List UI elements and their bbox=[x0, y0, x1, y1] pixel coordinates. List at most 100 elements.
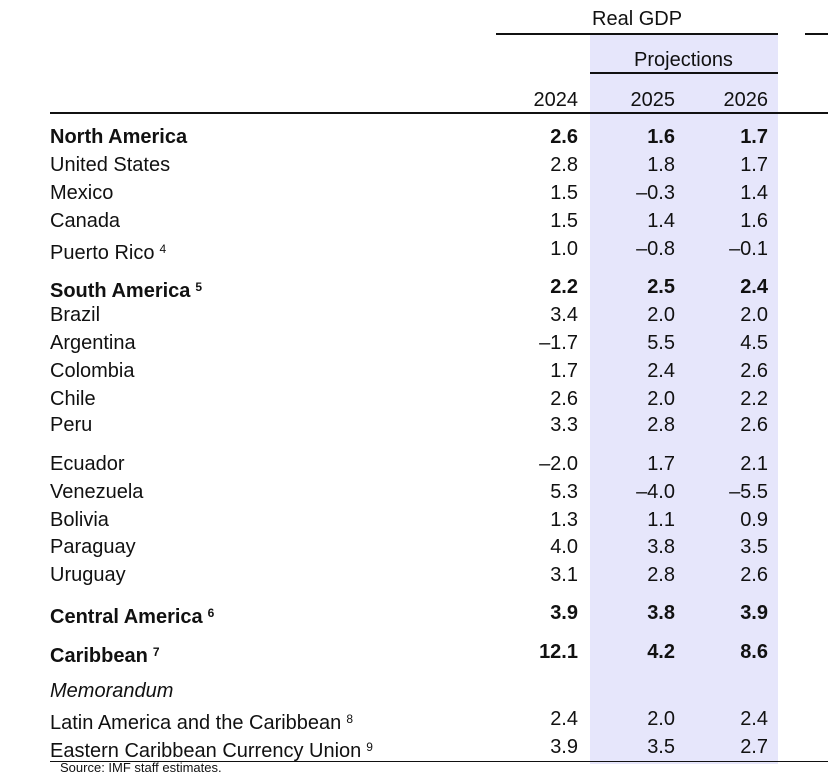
value-2024: 3.1 bbox=[550, 564, 578, 586]
value-2024: 3.4 bbox=[550, 304, 578, 326]
footnote-marker: 7 bbox=[152, 645, 160, 659]
row-label: Canada bbox=[50, 210, 121, 232]
value-2025: 2.0 bbox=[647, 708, 675, 730]
value-2025: 3.8 bbox=[647, 602, 675, 624]
value-2025: 5.5 bbox=[647, 332, 675, 354]
value-2026: –0.1 bbox=[729, 238, 768, 260]
row-label: Central America 6 bbox=[50, 606, 215, 628]
table-row: Argentina –1.7 5.5 4.5 bbox=[0, 329, 828, 357]
table-bottom-rule bbox=[50, 761, 828, 762]
row-label: South America 5 bbox=[50, 280, 203, 302]
table-row: North America 2.6 1.6 1.7 bbox=[0, 123, 828, 151]
value-2026: 0.9 bbox=[740, 509, 768, 531]
value-2026: 2.0 bbox=[740, 304, 768, 326]
value-2026: 2.4 bbox=[740, 276, 768, 298]
projections-header: Projections bbox=[634, 49, 733, 71]
value-2024: 2.6 bbox=[550, 126, 578, 148]
row-label: North America bbox=[50, 126, 188, 148]
value-2024: 2.8 bbox=[550, 154, 578, 176]
value-2024: 1.5 bbox=[550, 182, 578, 204]
row-label: Uruguay bbox=[50, 564, 126, 586]
row-label: Brazil bbox=[50, 304, 101, 326]
table-row: Chile 2.6 2.0 2.2 bbox=[0, 385, 828, 413]
row-label: Memorandum bbox=[50, 680, 174, 702]
table-row: Caribbean 7 12.1 4.2 8.6 bbox=[0, 638, 828, 667]
value-2024: –2.0 bbox=[539, 453, 578, 475]
value-2025: 2.4 bbox=[647, 360, 675, 382]
value-2025: 1.1 bbox=[647, 509, 675, 531]
value-2024: 3.3 bbox=[550, 414, 578, 436]
value-2026: 1.6 bbox=[740, 210, 768, 232]
value-2025: 2.8 bbox=[647, 564, 675, 586]
value-2025: –4.0 bbox=[636, 481, 675, 503]
value-2024: 12.1 bbox=[539, 641, 578, 663]
value-2026: 2.4 bbox=[740, 708, 768, 730]
value-2026: 3.9 bbox=[740, 602, 768, 624]
value-2024: 4.0 bbox=[550, 536, 578, 558]
row-label: Chile bbox=[50, 388, 96, 410]
table-row: Colombia 1.7 2.4 2.6 bbox=[0, 357, 828, 385]
table-row: Paraguay 4.0 3.8 3.5 bbox=[0, 533, 828, 561]
source-note: Source: IMF staff estimates. bbox=[60, 760, 222, 775]
real-gdp-rule bbox=[496, 33, 778, 35]
footnote-marker: 6 bbox=[207, 606, 215, 620]
value-2026: 1.7 bbox=[740, 126, 768, 148]
table-row: Bolivia 1.3 1.1 0.9 bbox=[0, 506, 828, 534]
value-2025: 2.8 bbox=[647, 414, 675, 436]
table-row: Venezuela 5.3 –4.0 –5.5 bbox=[0, 478, 828, 506]
value-2025: 4.2 bbox=[647, 641, 675, 663]
table-row: Uruguay 3.1 2.8 2.6 bbox=[0, 561, 828, 589]
real-gdp-header: Real GDP bbox=[592, 8, 683, 30]
value-2026: –5.5 bbox=[729, 481, 768, 503]
value-2024: 1.5 bbox=[550, 210, 578, 232]
value-2024: 2.2 bbox=[550, 276, 578, 298]
value-2025: 2.0 bbox=[647, 388, 675, 410]
table-row: Eastern Caribbean Currency Union 9 3.9 3.… bbox=[0, 733, 828, 762]
row-label: Puerto Rico 4 bbox=[50, 242, 167, 264]
value-2024: 3.9 bbox=[550, 736, 578, 758]
year-2025-header: 2025 bbox=[630, 89, 676, 111]
value-2025: –0.8 bbox=[636, 238, 675, 260]
table-row: South America 5 2.2 2.5 2.4 bbox=[0, 273, 828, 302]
value-2026: 2.7 bbox=[740, 736, 768, 758]
value-2026: 3.5 bbox=[740, 536, 768, 558]
value-2025: –0.3 bbox=[636, 182, 675, 204]
year-2024-header: 2024 bbox=[533, 89, 579, 111]
value-2025: 2.0 bbox=[647, 304, 675, 326]
row-label: Venezuela bbox=[50, 481, 144, 503]
table-row: Brazil 3.4 2.0 2.0 bbox=[0, 301, 828, 329]
table-row: Latin America and the Caribbean 8 2.4 2.0… bbox=[0, 705, 828, 734]
footnote-marker: 4 bbox=[159, 242, 167, 256]
value-2024: 2.6 bbox=[550, 388, 578, 410]
next-group-rule bbox=[805, 33, 828, 35]
header-bottom-rule bbox=[50, 112, 828, 114]
value-2025: 1.8 bbox=[647, 154, 675, 176]
value-2025: 3.8 bbox=[647, 536, 675, 558]
table-row: Peru 3.3 2.8 2.6 bbox=[0, 411, 828, 439]
row-label: United States bbox=[50, 154, 171, 176]
value-2026: 4.5 bbox=[740, 332, 768, 354]
table-row: United States 2.8 1.8 1.7 bbox=[0, 151, 828, 179]
table-row: Mexico 1.5 –0.3 1.4 bbox=[0, 179, 828, 207]
row-label: Latin America and the Caribbean 8 bbox=[50, 712, 353, 734]
value-2026: 2.2 bbox=[740, 388, 768, 410]
year-2026-header: 2026 bbox=[723, 89, 769, 111]
footnote-marker: 8 bbox=[346, 712, 353, 726]
value-2026: 2.6 bbox=[740, 360, 768, 382]
row-label: Eastern Caribbean Currency Union 9 bbox=[50, 740, 373, 762]
row-label: Peru bbox=[50, 414, 93, 436]
table-row: Central America 6 3.9 3.8 3.9 bbox=[0, 599, 828, 628]
value-2024: 1.3 bbox=[550, 509, 578, 531]
value-2026: 8.6 bbox=[740, 641, 768, 663]
memorandum-heading: Memorandum bbox=[0, 677, 828, 705]
value-2026: 2.6 bbox=[740, 414, 768, 436]
row-label: Argentina bbox=[50, 332, 136, 354]
value-2024: 3.9 bbox=[550, 602, 578, 624]
row-label: Caribbean 7 bbox=[50, 645, 160, 667]
value-2026: 2.6 bbox=[740, 564, 768, 586]
value-2025: 3.5 bbox=[647, 736, 675, 758]
footnote-marker: 9 bbox=[366, 740, 373, 754]
value-2024: 2.4 bbox=[550, 708, 578, 730]
footnote-marker: 5 bbox=[195, 280, 203, 294]
table-row: Canada 1.5 1.4 1.6 bbox=[0, 207, 828, 235]
